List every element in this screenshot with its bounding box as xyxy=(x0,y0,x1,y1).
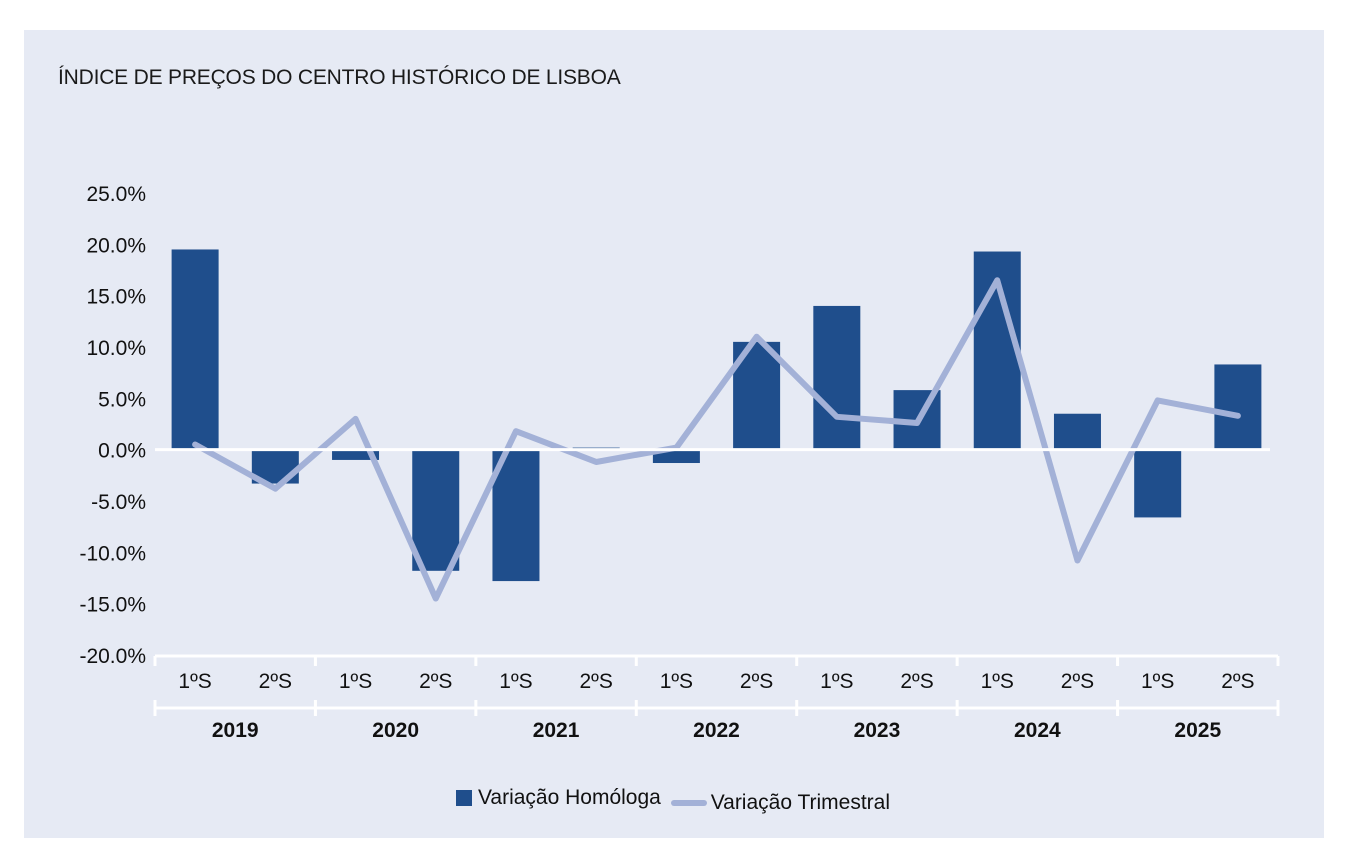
x-category-label: 1ºS xyxy=(1141,670,1174,693)
legend-swatch-bar xyxy=(455,790,472,806)
bar-homologa xyxy=(813,305,861,450)
bar-homologa xyxy=(652,449,700,464)
bar-homologa xyxy=(1134,449,1182,518)
bar-homologa xyxy=(332,449,380,460)
legend-label-trimestral: Variação Trimestral xyxy=(710,791,891,814)
y-tick-label: -15.0% xyxy=(79,594,146,617)
x-group-label: 2021 xyxy=(533,719,580,742)
legend-item-trimestral: Variação Trimestral xyxy=(670,791,891,815)
chart-title: ÍNDICE DE PREÇOS DO CENTRO HISTÓRICO DE … xyxy=(58,66,621,89)
y-tick-label: 20.0% xyxy=(86,234,146,257)
y-tick-label: 10.0% xyxy=(86,337,146,360)
legend-label-homologa: Variação Homóloga xyxy=(477,786,661,809)
x-category-label: 1ºS xyxy=(339,670,372,693)
legend-item-homologa: Variação Homóloga xyxy=(455,786,661,810)
x-category-label: 1ºS xyxy=(499,670,532,693)
x-category-label: 1ºS xyxy=(981,670,1014,693)
y-tick-label: -10.0% xyxy=(79,542,146,565)
legend-swatch-line xyxy=(670,800,707,806)
chart-panel xyxy=(24,30,1324,838)
x-category-label: 1ºS xyxy=(660,670,693,693)
y-tick-label: 5.0% xyxy=(98,388,146,411)
x-category-label: 2ºS xyxy=(579,670,612,693)
x-category-label: 2ºS xyxy=(419,670,452,693)
y-tick-label: -20.0% xyxy=(79,645,146,668)
chart-legend: Variação Homóloga Variação Trimestral xyxy=(0,786,1346,815)
x-group-label: 2022 xyxy=(693,719,740,742)
y-tick-label: 0.0% xyxy=(98,440,146,463)
x-group-label: 2020 xyxy=(372,719,419,742)
x-category-label: 1ºS xyxy=(178,670,211,693)
x-group-label: 2023 xyxy=(854,719,901,742)
x-category-label: 1ºS xyxy=(820,670,853,693)
x-group-label: 2019 xyxy=(212,719,259,742)
x-group-label: 2025 xyxy=(1174,719,1221,742)
bar-homologa xyxy=(171,249,219,450)
bar-homologa xyxy=(1053,413,1101,450)
y-tick-label: 25.0% xyxy=(86,183,146,206)
x-category-label: 2ºS xyxy=(1061,670,1094,693)
x-category-label: 2ºS xyxy=(900,670,933,693)
x-group-label: 2024 xyxy=(1014,719,1061,742)
x-category-label: 2ºS xyxy=(259,670,292,693)
x-category-label: 2ºS xyxy=(1221,670,1254,693)
bar-homologa xyxy=(412,449,460,571)
y-tick-label: -5.0% xyxy=(91,491,146,514)
y-tick-label: 15.0% xyxy=(86,286,146,309)
x-category-label: 2ºS xyxy=(740,670,773,693)
bar-homologa xyxy=(492,449,540,582)
bar-homologa xyxy=(1214,364,1262,450)
